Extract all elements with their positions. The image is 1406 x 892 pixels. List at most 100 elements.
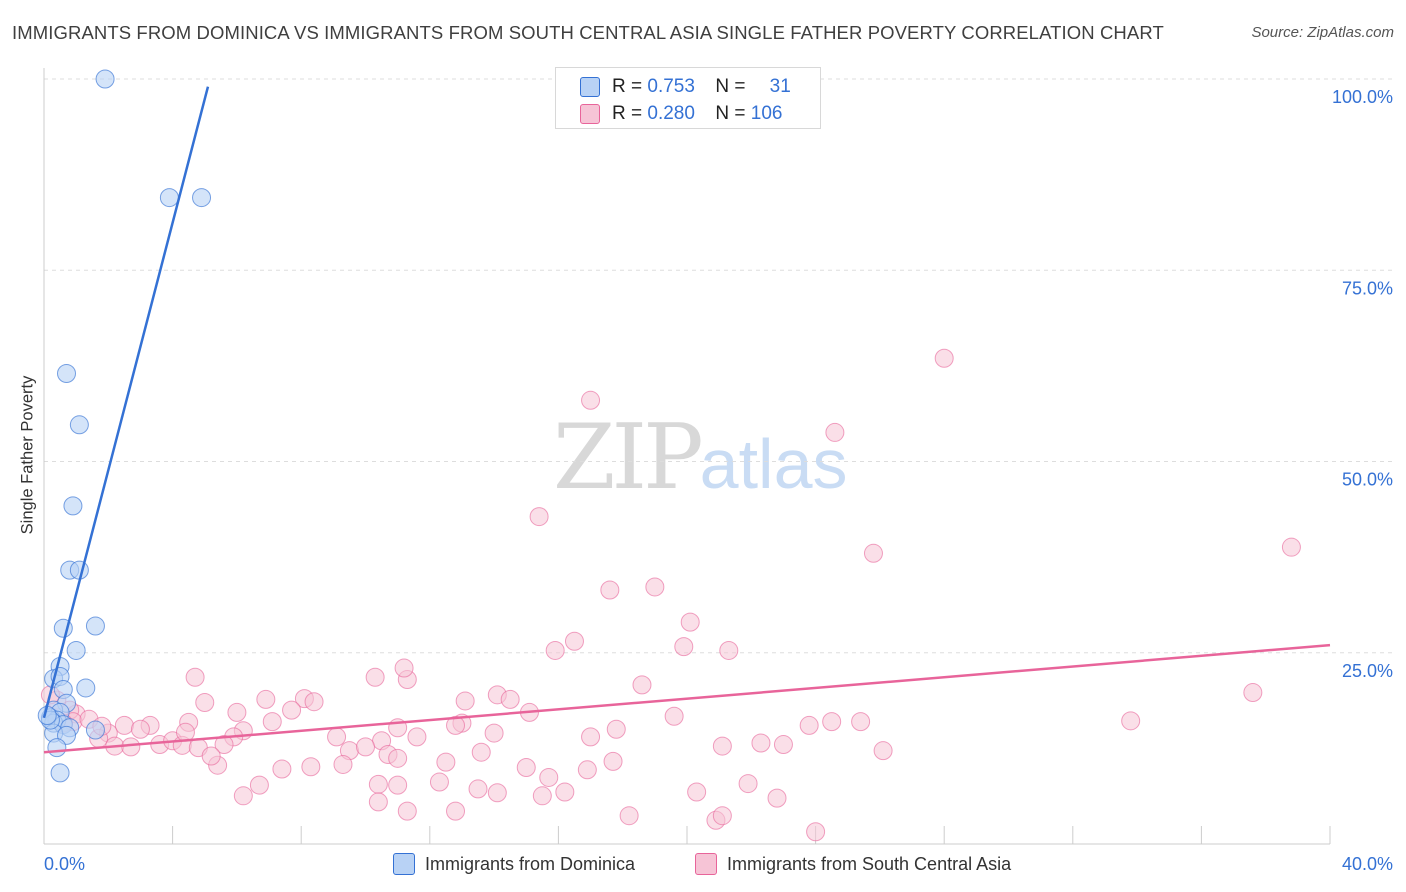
- data-point-south-central-asia: [388, 775, 408, 795]
- legend-n-value-dominica: 31: [769, 76, 791, 97]
- bottom-legend-swatch-blue: [393, 853, 415, 875]
- data-point-south-central-asia: [446, 715, 466, 735]
- data-point-south-central-asia: [632, 675, 652, 695]
- data-point-south-central-asia: [272, 759, 292, 779]
- gridlines: [44, 78, 1394, 654]
- data-point-south-central-asia: [581, 390, 601, 410]
- y-tick-label: 50.0%: [1342, 470, 1393, 490]
- data-point-south-central-asia: [1121, 711, 1141, 731]
- data-point-south-central-asia: [365, 667, 385, 687]
- data-point-south-central-asia: [516, 758, 536, 777]
- data-point-south-central-asia: [851, 712, 871, 732]
- data-point-south-central-asia: [301, 757, 321, 777]
- data-point-south-central-asia: [751, 733, 771, 753]
- legend-r-value-dominica: 0.753: [647, 76, 695, 97]
- data-point-south-central-asia: [368, 792, 388, 812]
- legend-n-label: N =: [715, 76, 746, 97]
- series-south-central-asia-points: [40, 348, 1301, 842]
- chart-title: IMMIGRANTS FROM DOMINICA VS IMMIGRANTS F…: [12, 22, 1164, 43]
- data-point-south-central-asia: [327, 727, 347, 747]
- series-dominica-points: [37, 69, 212, 783]
- data-point-south-central-asia: [577, 760, 597, 780]
- legend-r-label: R =: [612, 103, 643, 124]
- legend-swatch-pink: [580, 104, 600, 124]
- data-point-dominica: [66, 640, 86, 660]
- data-point-south-central-asia: [333, 754, 353, 774]
- data-point-south-central-asia: [256, 689, 276, 709]
- data-point-south-central-asia: [471, 742, 491, 762]
- data-point-south-central-asia: [825, 422, 845, 442]
- data-point-dominica: [95, 69, 115, 89]
- data-point-south-central-asia: [606, 719, 626, 739]
- data-point-south-central-asia: [429, 772, 449, 792]
- legend-row-dominica: R = 0.753 N = 31: [580, 74, 791, 100]
- data-point-south-central-asia: [687, 782, 707, 802]
- bottom-legend-dominica[interactable]: Immigrants from Dominica: [393, 852, 635, 876]
- data-point-south-central-asia: [712, 806, 732, 826]
- tick-labels: 25.0% 50.0% 75.0% 100.0% 0.0% 40.0%: [44, 87, 1393, 874]
- data-point-south-central-asia: [1281, 537, 1301, 557]
- data-point-south-central-asia: [185, 667, 205, 687]
- data-point-south-central-asia: [394, 658, 414, 678]
- data-point-south-central-asia: [645, 577, 665, 597]
- data-point-south-central-asia: [564, 631, 584, 651]
- data-point-south-central-asia: [304, 692, 324, 712]
- trend-lines: [42, 86, 1331, 754]
- x-tick-label-min: 0.0%: [44, 854, 85, 874]
- data-point-south-central-asia: [455, 691, 475, 711]
- data-point-dominica: [69, 415, 89, 435]
- data-point-south-central-asia: [195, 692, 215, 712]
- data-point-south-central-asia: [201, 746, 221, 766]
- legend-row-south-central-asia: R = 0.280 N = 106: [580, 101, 791, 127]
- data-point-south-central-asia: [500, 689, 520, 709]
- legend-swatch-blue: [580, 77, 600, 97]
- data-point-south-central-asia: [619, 806, 639, 826]
- data-point-south-central-asia: [262, 712, 282, 732]
- data-point-south-central-asia: [407, 727, 427, 747]
- data-point-dominica: [76, 678, 96, 698]
- data-point-south-central-asia: [249, 775, 269, 795]
- data-point-south-central-asia: [114, 715, 134, 735]
- data-point-dominica: [50, 763, 70, 783]
- bottom-legend-label-south-central-asia: Immigrants from South Central Asia: [727, 853, 1012, 874]
- data-point-south-central-asia: [539, 767, 559, 787]
- data-point-south-central-asia: [934, 348, 954, 368]
- data-point-south-central-asia: [121, 737, 141, 757]
- bottom-legend-south-central-asia[interactable]: Immigrants from South Central Asia: [695, 852, 1011, 876]
- y-tick-label: 25.0%: [1342, 661, 1393, 681]
- data-point-south-central-asia: [873, 741, 893, 761]
- data-point-south-central-asia: [436, 752, 456, 772]
- y-tick-label: 75.0%: [1342, 278, 1393, 298]
- data-point-south-central-asia: [738, 774, 758, 794]
- data-point-south-central-asia: [1243, 683, 1263, 703]
- data-point-dominica: [159, 188, 179, 208]
- data-point-south-central-asia: [175, 722, 195, 742]
- data-point-south-central-asia: [664, 706, 684, 726]
- data-point-south-central-asia: [487, 783, 507, 803]
- bottom-legend-swatch-pink: [695, 853, 717, 875]
- data-point-south-central-asia: [214, 735, 234, 755]
- data-point-south-central-asia: [680, 612, 700, 632]
- data-point-south-central-asia: [484, 723, 504, 743]
- bottom-legend-label-dominica: Immigrants from Dominica: [425, 853, 636, 874]
- data-point-dominica: [47, 738, 67, 758]
- source-label: Source: ZipAtlas.com: [1251, 24, 1394, 41]
- data-point-south-central-asia: [822, 712, 842, 732]
- data-point-south-central-asia: [227, 702, 247, 722]
- x-tick-label-max: 40.0%: [1342, 854, 1393, 874]
- data-point-south-central-asia: [712, 736, 732, 756]
- data-point-south-central-asia: [468, 779, 488, 799]
- data-point-south-central-asia: [581, 727, 601, 747]
- data-point-south-central-asia: [529, 507, 549, 527]
- correlation-legend: R = 0.753 N = 31 R = 0.280 N = 106: [555, 67, 821, 129]
- data-point-dominica: [63, 496, 83, 516]
- data-point-dominica: [69, 560, 89, 580]
- data-point-south-central-asia: [773, 735, 793, 755]
- data-point-south-central-asia: [532, 786, 552, 806]
- data-point-south-central-asia: [806, 822, 826, 842]
- data-point-south-central-asia: [863, 543, 883, 563]
- legend-r-label: R =: [612, 76, 643, 97]
- legend-n-label: N =: [715, 103, 746, 124]
- trend-line-south-central-asia: [43, 643, 1331, 754]
- data-point-south-central-asia: [388, 748, 408, 768]
